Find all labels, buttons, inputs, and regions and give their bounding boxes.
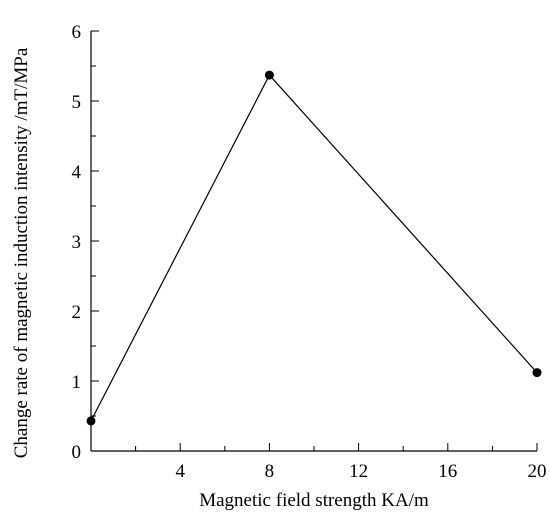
data-point [264, 70, 274, 80]
series-line [90, 74, 538, 422]
x-tick-label: 8 [265, 461, 275, 482]
y-tick-label: 3 [72, 232, 82, 253]
y-tick-label: 2 [72, 302, 82, 323]
data-point [86, 416, 96, 426]
y-tick-label: 4 [72, 162, 82, 183]
x-tick-label: 16 [438, 461, 457, 482]
y-tick-label: 6 [72, 22, 82, 43]
y-axis: 0 1 2 3 4 5 6 [72, 22, 99, 463]
y-tick-label: 5 [72, 92, 82, 113]
x-axis: 4 8 12 16 20 [90, 443, 547, 482]
x-axis-title: Magnetic field strength KA/m [199, 490, 429, 511]
x-tick-label: 4 [175, 461, 185, 482]
y-tick-label: 0 [72, 442, 82, 463]
x-tick-label: 20 [528, 461, 547, 482]
y-axis-title: Change rate of magnetic induction intens… [11, 47, 32, 458]
data-point [532, 368, 542, 378]
y-tick-label: 1 [72, 372, 82, 393]
x-tick-label: 12 [349, 461, 368, 482]
series-layer [86, 70, 542, 426]
